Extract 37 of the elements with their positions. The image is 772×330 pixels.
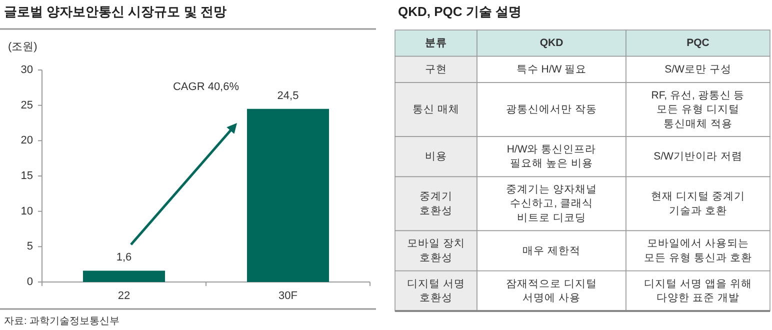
chart-title: 글로벌 양자보안통신 시장규모 및 전망 (4, 4, 226, 19)
y-axis-title: (조원) (8, 41, 38, 53)
x-tick-label: 30F (278, 290, 298, 302)
text: QKD (540, 37, 564, 50)
text: 중계기 호환성 (420, 190, 452, 217)
text: 디지털 서명 호환성 (407, 278, 465, 304)
y-tick-label: 5 (26, 240, 33, 253)
data-label: 1,6 (116, 252, 132, 264)
y-tick-label: 25 (20, 99, 33, 112)
text: H/W와 통신인프라 필요해 높은 비용 (506, 144, 596, 170)
text: 광통신에서만 작동 (506, 104, 597, 116)
x-tick-label: 22 (118, 290, 130, 302)
text: 자료: 과학기술정보통신부 (4, 316, 120, 327)
text: 통신 매체 (412, 104, 460, 116)
text: 디지털 서명 앱을 위해 다양한 표준 개발 (644, 278, 752, 304)
text: 분류 (425, 37, 447, 50)
y-tick-label: 20 (20, 134, 33, 147)
y-tick-label: 30 (20, 64, 33, 76)
text: 잠재적으로 디지털 서명에 사용 (506, 278, 597, 304)
text: 모바일 장치 호환성 (407, 238, 465, 264)
text: 특수 H/W 필요 (516, 63, 587, 76)
y-tick-label: 15 (20, 170, 33, 182)
text: 매우 제한적 (522, 244, 580, 257)
text: QKD, PQC 기술 설명 (398, 4, 522, 19)
text: PQC (686, 37, 710, 50)
text: S/W기반이라 저렴 (654, 150, 742, 163)
text: 중계기는 양자채널 수신하고, 클래식 비트로 디코딩 (506, 184, 597, 224)
text: S/W로만 구성 (664, 63, 732, 76)
text: RF, 유선, 광통신 등 모든 유형 디지털 통신매체 적용 (651, 89, 745, 130)
annotation: CAGR 40,6% (172, 80, 240, 93)
text: 모바일에서 사용되는 모든 유형 통신과 호환 (644, 238, 752, 264)
text: 비용 (425, 150, 447, 163)
y-tick-label: 10 (20, 205, 33, 218)
text: 현재 디지털 중계기 기술과 호환 (651, 190, 745, 217)
text: 구현 (425, 63, 447, 76)
y-tick-label: 0 (26, 276, 33, 288)
data-label: 24,5 (277, 90, 299, 102)
